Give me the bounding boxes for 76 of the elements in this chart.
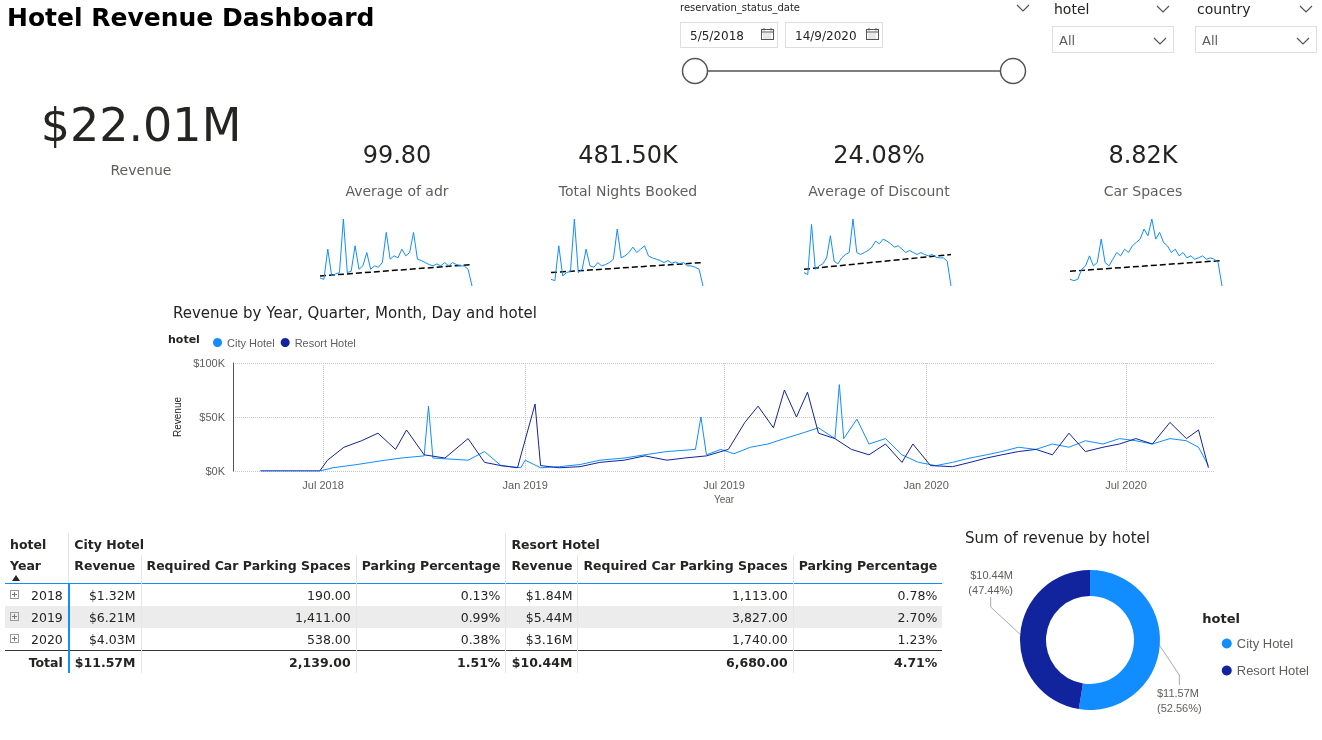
text: Resort Hotel xyxy=(505,533,943,555)
text: 1,740.00 xyxy=(732,631,788,647)
date-field: 5/5/2018 xyxy=(680,22,778,48)
text: 1.51% xyxy=(457,654,501,670)
text: 190.00 xyxy=(307,587,351,603)
text: $1.84M xyxy=(525,587,573,603)
text: 1.23% xyxy=(897,631,938,647)
chart-title: Revenue by Year, Quarter, Month, Day and hotel xyxy=(173,303,537,322)
text: $11.57M xyxy=(74,654,136,670)
text: $10.44M xyxy=(511,654,573,670)
x-tick-label: Jan 2019 xyxy=(502,478,548,491)
date-field: 14/9/2020 xyxy=(785,22,883,48)
chart-title: Sum of revenue by hotel xyxy=(965,528,1150,547)
x-tick-label: Jul 2019 xyxy=(703,478,745,491)
text: $22.01M xyxy=(40,98,242,152)
text: Year xyxy=(10,558,41,573)
category-label: Revenue xyxy=(505,555,578,584)
data-label: $11.57M (52.56%) xyxy=(1157,686,1202,714)
category-label: Total xyxy=(28,654,63,670)
x-axis-title: Year xyxy=(713,494,735,506)
x-tick-label: Jul 2018 xyxy=(302,478,344,491)
category-label: 2020 xyxy=(31,631,63,647)
category-label: Required Car Parking Spaces xyxy=(141,555,357,584)
legend-title: hotel xyxy=(1202,611,1241,626)
category-label: Total Nights Booked xyxy=(557,183,699,199)
legend-label: Resort Hotel xyxy=(1236,663,1310,678)
text: 2.70% xyxy=(897,609,938,625)
category-label: Car Spaces xyxy=(1102,183,1184,199)
text: 0.38% xyxy=(460,631,501,647)
x-tick-label: Jan 2020 xyxy=(903,478,949,491)
category-label: Average of adr xyxy=(344,183,450,199)
text: 2,139.00 xyxy=(289,654,351,670)
category-label: Required Car Parking Spaces xyxy=(577,555,794,584)
category-label: country xyxy=(1197,1,1251,17)
text: $4.03M xyxy=(88,631,136,647)
category-label: 2019 xyxy=(31,609,63,625)
y-tick-label: $0K xyxy=(205,465,226,477)
text: $6.21M xyxy=(88,609,136,625)
legend-label: City Hotel xyxy=(227,336,275,349)
text: 24.08% xyxy=(833,141,925,169)
category-label: 2018 xyxy=(31,587,63,603)
text: 0.99% xyxy=(460,609,501,625)
category-label: Revenue xyxy=(68,555,141,584)
category-label: Parking Percentage xyxy=(356,555,506,584)
text: $5.44M xyxy=(525,609,573,625)
text: 99.80 xyxy=(362,141,432,169)
text: 6,680.00 xyxy=(725,654,788,670)
category-label: Average of Discount xyxy=(807,183,951,199)
legend-title: hotel xyxy=(168,333,200,346)
legend-title: hotel xyxy=(9,535,48,554)
x-tick-label: Jul 2020 xyxy=(1105,478,1147,491)
y-tick-label: $50K xyxy=(199,411,226,423)
category-label: reservation_status_date xyxy=(680,2,800,13)
data-label: $10.44M (47.44%) xyxy=(968,568,1013,596)
text: Hotel Revenue Dashboard xyxy=(7,3,375,32)
dropdown-field: All xyxy=(1052,26,1174,53)
text: 8.82K xyxy=(1108,141,1178,169)
legend-label: City Hotel xyxy=(1236,636,1294,651)
dropdown-field: All xyxy=(1195,26,1317,53)
category-label: hotel xyxy=(1054,1,1090,17)
category-label: Revenue xyxy=(109,162,173,178)
text: 0.13% xyxy=(460,587,501,603)
text: 538.00 xyxy=(307,631,351,647)
legend-label: Resort Hotel xyxy=(294,336,356,349)
text: $3.16M xyxy=(525,631,573,647)
text: $1.32M xyxy=(88,587,136,603)
text: 1,113.00 xyxy=(732,587,788,603)
text: 3,827.00 xyxy=(732,609,788,625)
text: 1,411.00 xyxy=(295,609,351,625)
y-axis-title: Revenue xyxy=(171,396,183,438)
text: 4.71% xyxy=(893,654,938,670)
y-tick-label: $100K xyxy=(193,357,226,369)
text: 0.78% xyxy=(897,587,938,603)
text: 481.50K xyxy=(578,141,678,169)
text: City Hotel xyxy=(68,533,506,555)
category-label: Parking Percentage xyxy=(793,555,943,584)
